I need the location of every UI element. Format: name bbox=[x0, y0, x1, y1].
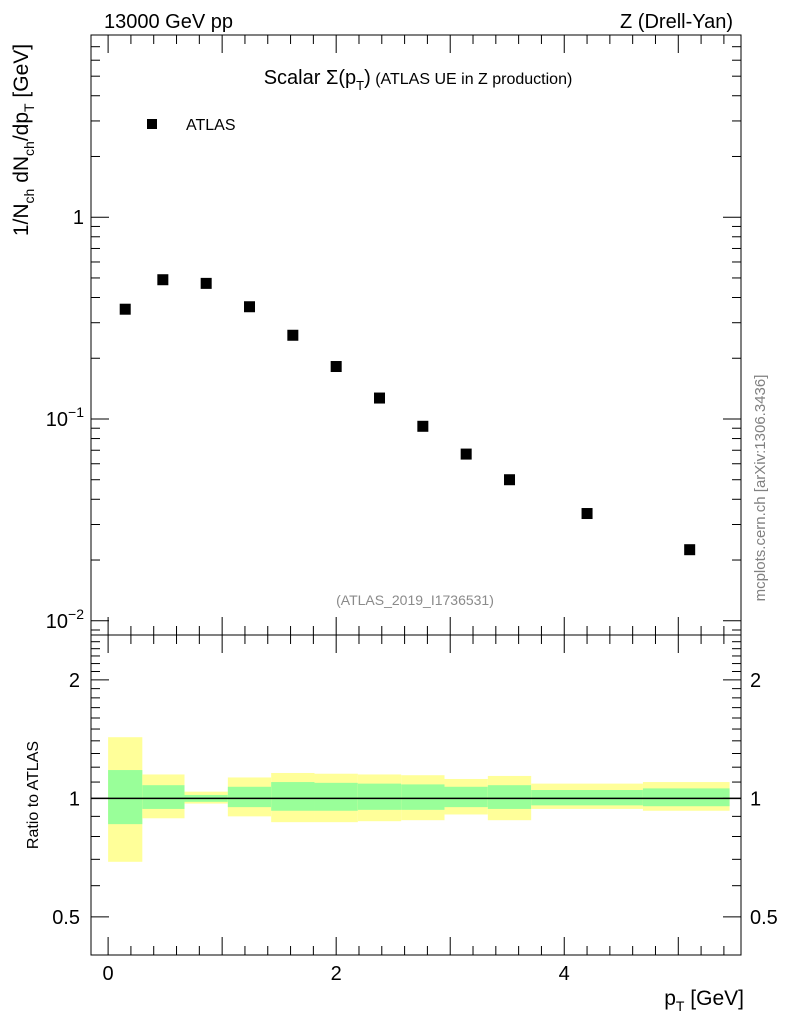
green-band bbox=[142, 785, 185, 809]
green-band bbox=[227, 786, 272, 808]
data-point bbox=[581, 508, 593, 520]
header-energy-label: 13000 GeV pp bbox=[104, 11, 233, 33]
green-band bbox=[108, 770, 143, 825]
main-y-axis-label: 1/Nch dNch/dpT [GeV] bbox=[10, 44, 37, 236]
legend-label: ATLAS bbox=[186, 117, 236, 134]
green-band bbox=[487, 785, 532, 809]
ratio-y-tick-label: 1 bbox=[69, 788, 80, 810]
header-process-label: Z (Drell-Yan) bbox=[620, 11, 733, 33]
ratio-frame bbox=[90, 634, 742, 956]
ratio-panel: 2 2 1 1 0.5 0.5 0 2 4 Ratio to ATLAS pT [GeV] bbox=[25, 634, 778, 1014]
ratio-y-tick-label-right: 1 bbox=[750, 788, 761, 810]
data-point bbox=[200, 277, 212, 289]
data-point bbox=[417, 420, 429, 432]
main-y-tick-label: 10−1 bbox=[46, 404, 84, 431]
green-band bbox=[271, 782, 315, 811]
chart-title: Scalar Σ(pT) (ATLAS UE in Z production) bbox=[264, 67, 573, 93]
data-point bbox=[460, 448, 472, 460]
data-point bbox=[684, 544, 696, 556]
x-axis-label: pT [GeV] bbox=[664, 987, 744, 1014]
side-source-label: mcplots.cern.ch [arXiv:1306.3436] bbox=[752, 375, 769, 602]
green-band bbox=[444, 786, 488, 808]
ratio-y-axis-label: Ratio to ATLAS bbox=[25, 741, 42, 849]
legend-marker bbox=[147, 119, 157, 129]
x-tick-label: 4 bbox=[559, 963, 570, 985]
ratio-uncertainty-bands bbox=[108, 737, 730, 862]
data-point bbox=[119, 303, 131, 315]
main-y-axis: 1 10−1 10−2 bbox=[46, 34, 741, 633]
ratio-y-tick-label-right: 0.5 bbox=[750, 907, 778, 929]
ratio-y-tick-label: 2 bbox=[69, 670, 80, 692]
green-band bbox=[314, 782, 358, 811]
main-y-tick-label: 10−2 bbox=[46, 606, 84, 633]
ratio-y-tick-label-right: 2 bbox=[750, 670, 761, 692]
analysis-id: (ATLAS_2019_I1736531) bbox=[336, 592, 494, 608]
data-point bbox=[244, 301, 256, 313]
data-point bbox=[287, 329, 299, 341]
x-tick-label: 2 bbox=[331, 963, 342, 985]
main-panel: 1 10−1 10−2 Scalar Σ(pT) (ATLAS UE in Z pr… bbox=[10, 34, 742, 636]
green-band bbox=[357, 783, 402, 810]
main-x-axis bbox=[107, 35, 725, 635]
data-point bbox=[157, 274, 169, 286]
x-tick-label: 0 bbox=[103, 963, 114, 985]
ratio-y-tick-label: 0.5 bbox=[52, 907, 80, 929]
data-point bbox=[330, 361, 342, 373]
ratio-x-axis: 0 2 4 bbox=[103, 635, 725, 985]
data-point bbox=[374, 392, 386, 404]
main-y-tick-label: 1 bbox=[73, 207, 84, 229]
green-band bbox=[642, 788, 730, 807]
data-series-atlas bbox=[119, 274, 696, 556]
green-band bbox=[401, 784, 445, 810]
data-point bbox=[504, 474, 516, 486]
ratio-y-axis: 2 2 1 1 0.5 0.5 bbox=[52, 641, 778, 956]
